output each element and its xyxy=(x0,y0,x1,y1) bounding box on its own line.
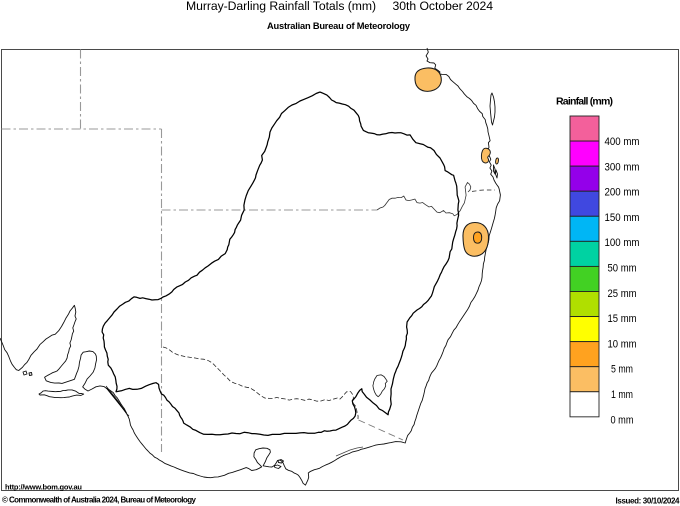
svg-text:10 mm: 10 mm xyxy=(608,338,637,350)
svg-text:150 mm: 150 mm xyxy=(605,212,640,224)
svg-text:200 mm: 200 mm xyxy=(605,187,640,199)
svg-text:100 mm: 100 mm xyxy=(605,237,640,249)
svg-text:Murray-Darling Rainfall Totals: Murray-Darling Rainfall Totals (mm) xyxy=(186,0,376,13)
svg-text:http://www.bom.gov.au: http://www.bom.gov.au xyxy=(5,482,82,491)
svg-text:5 mm: 5 mm xyxy=(611,364,633,376)
svg-text:15 mm: 15 mm xyxy=(608,313,637,325)
svg-text:30th October 2024: 30th October 2024 xyxy=(393,0,494,13)
svg-text:1 mm: 1 mm xyxy=(611,389,633,401)
svg-text:25 mm: 25 mm xyxy=(608,288,637,300)
svg-text:300 mm: 300 mm xyxy=(605,161,640,173)
svg-text:50 mm: 50 mm xyxy=(608,263,637,275)
svg-text:Australian Bureau of Meteorolo: Australian Bureau of Meteorology xyxy=(267,21,411,31)
svg-text:Rainfall (mm): Rainfall (mm) xyxy=(556,96,613,108)
svg-text:Issued: 30/10/2024: Issued: 30/10/2024 xyxy=(616,497,680,506)
svg-text:© Commonwealth of Australia 20: © Commonwealth of Australia 2024, Bureau… xyxy=(2,496,197,505)
svg-text:0 mm: 0 mm xyxy=(611,414,634,426)
svg-text:400 mm: 400 mm xyxy=(605,136,640,148)
